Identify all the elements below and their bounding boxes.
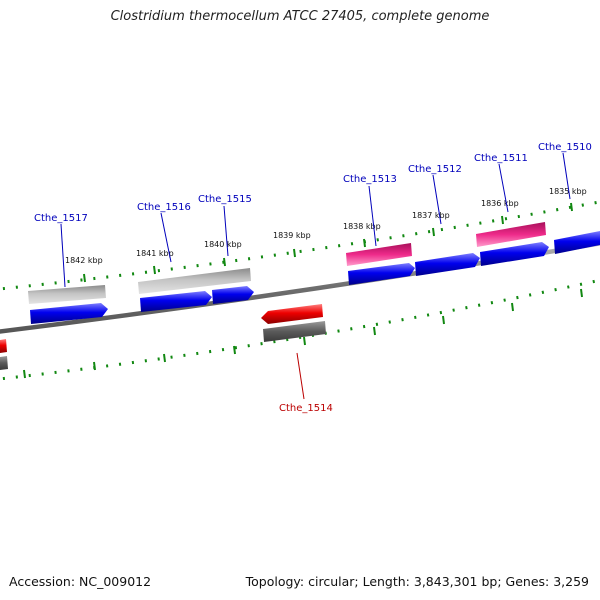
forward-cds-track (30, 231, 600, 324)
leader-line (60, 223, 66, 288)
map-title: Clostridium thermocellum ATCC 27405, com… (110, 9, 490, 24)
kbp-label: 1835 kbp (549, 187, 587, 196)
gene-box-cthe-1513[interactable] (346, 243, 412, 266)
kbp-label: 1838 kbp (343, 222, 381, 231)
leader-line (498, 163, 509, 213)
major-tick (303, 336, 306, 346)
major-tick (153, 265, 156, 275)
major-tick (373, 326, 376, 336)
major-tick (223, 257, 226, 267)
gene-label[interactable]: Cthe_1515 (198, 194, 252, 205)
major-tick (23, 369, 26, 379)
leader-line (432, 174, 442, 225)
cds-arrow-cthe-1515[interactable] (212, 286, 254, 304)
scale-labels: 1842 kbp 1841 kbp 1840 kbp 1839 kbp 1838… (65, 187, 587, 265)
major-tick (580, 288, 583, 298)
gene-label[interactable]: Cthe_1516 (137, 202, 191, 213)
leader-line (368, 185, 377, 247)
kbp-label: 1842 kbp (65, 256, 103, 265)
inner-scale-track (0, 278, 600, 381)
cds-arrow-cthe-1511[interactable] (480, 242, 549, 266)
cds-arrow-cthe-1513[interactable] (348, 263, 415, 285)
major-tick (83, 273, 86, 283)
leader-line (296, 352, 305, 400)
kbp-label: 1837 kbp (412, 211, 450, 220)
major-tick (501, 215, 504, 225)
forward-gene-track (28, 222, 546, 304)
cds-arrow-cthe-1514[interactable] (261, 304, 323, 324)
major-tick (233, 345, 236, 355)
leader-line (223, 205, 229, 257)
kbp-label: 1839 kbp (273, 231, 311, 240)
leader-line (160, 212, 172, 263)
gene-label[interactable]: Cthe_1512 (408, 164, 462, 175)
major-tick (363, 238, 366, 248)
cds-arrow-cthe-1517[interactable] (30, 303, 108, 324)
accession-text: Accession: NC_009012 (9, 574, 152, 589)
gene-box-cthe-1517[interactable] (28, 285, 106, 304)
gene-box-cthe-1514[interactable] (263, 321, 326, 342)
kbp-label: 1836 kbp (481, 199, 519, 208)
cds-arrow-cthe-1510[interactable] (554, 231, 600, 254)
reverse-gene-track (0, 321, 326, 370)
major-tick (511, 302, 514, 312)
genome-summary-text: Topology: circular; Length: 3,843,301 bp… (245, 574, 589, 589)
reverse-cds-track (0, 304, 323, 353)
cds-arrow-cthe-1512[interactable] (415, 253, 480, 276)
gene-box-cthe-1511[interactable] (476, 222, 546, 247)
gene-box-cthe-1516[interactable] (138, 268, 251, 294)
major-tick (293, 248, 296, 258)
gene-label[interactable]: Cthe_1511 (474, 153, 528, 164)
gene-labels: Cthe_1517 Cthe_1516 Cthe_1515 Cthe_1514 … (34, 142, 592, 414)
kbp-label: 1840 kbp (204, 240, 242, 249)
major-tick (570, 202, 573, 212)
cds-arrow-partial[interactable] (0, 339, 7, 353)
gene-box-partial[interactable] (0, 356, 8, 370)
outer-scale-track (0, 200, 600, 291)
gene-label[interactable]: Cthe_1513 (343, 174, 397, 185)
cds-arrow-cthe-1516[interactable] (140, 291, 212, 312)
major-tick (163, 353, 166, 363)
leader-line (562, 152, 571, 200)
major-tick (93, 361, 96, 371)
gene-label[interactable]: Cthe_1517 (34, 213, 88, 224)
label-leaders (60, 152, 571, 400)
kbp-label: 1841 kbp (136, 249, 174, 258)
gene-label[interactable]: Cthe_1510 (538, 142, 592, 153)
gene-label[interactable]: Cthe_1514 (279, 403, 333, 414)
major-tick (432, 227, 435, 237)
major-tick (442, 315, 445, 325)
major-ticks (23, 202, 583, 379)
